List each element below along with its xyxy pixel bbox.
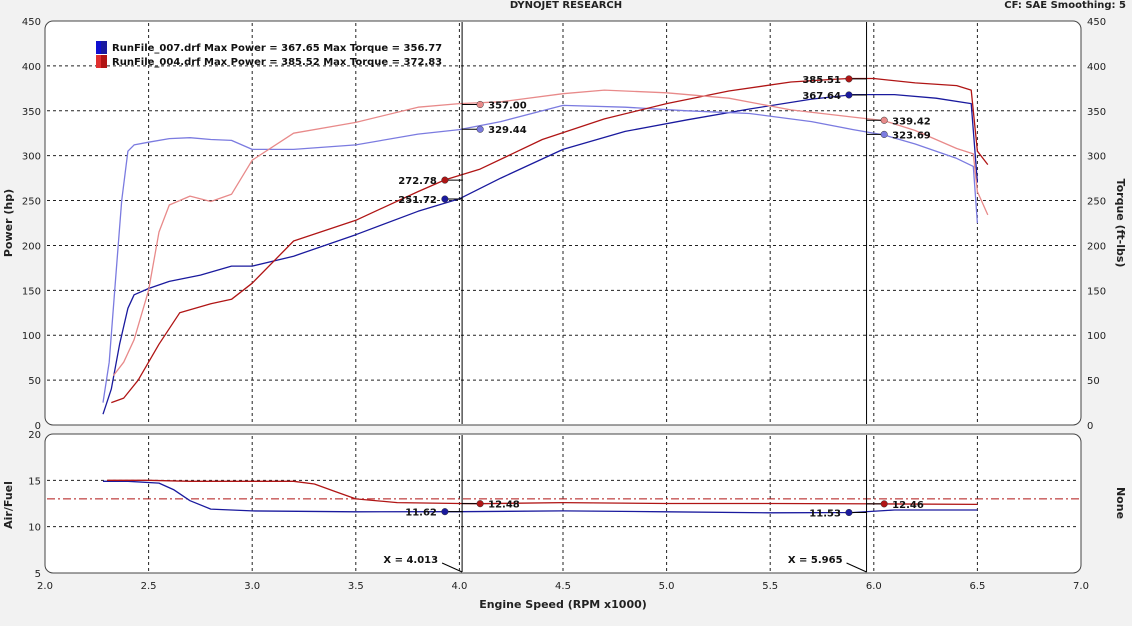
power-axis-label: Power (hp): [2, 189, 15, 257]
tick-label-torque: 100: [1087, 331, 1106, 342]
tick-label-torque: 200: [1087, 241, 1106, 252]
series-line-run007_torque: [102, 104, 979, 403]
tick-label-torque: 400: [1087, 62, 1106, 73]
legend-entry-run007: RunFile_007.drf Max Power = 367.65 Max T…: [112, 43, 442, 54]
tick-label-power: 150: [22, 286, 41, 297]
bottom-y-ticks-left: 5 10 15 20: [28, 430, 41, 580]
tick-label-rpm: 6.0: [866, 581, 882, 592]
annotation-point: [880, 500, 888, 508]
cursor-label: X = 4.013: [383, 555, 438, 566]
legend-swatch-run004-b: [101, 55, 107, 68]
tick-label-power: 50: [28, 376, 41, 387]
tick-label-torque: 150: [1087, 286, 1106, 297]
bottom-annotations: 11.62 12.48 11.53 12.46: [405, 500, 924, 520]
annotation-point: [476, 100, 484, 109]
legend-entry-run004: RunFile_004.drf Max Power = 385.52 Max T…: [112, 57, 442, 68]
annotation-label: 11.62: [405, 508, 437, 519]
none-axis-label: None: [1114, 487, 1127, 519]
top-grid: [47, 23, 1079, 423]
annotation-label: 329.44: [488, 125, 527, 136]
annotation-label: 12.46: [892, 500, 924, 511]
annotation-label: 357.00: [488, 100, 527, 111]
annotation-point: [441, 508, 449, 516]
cursor-leader: [441, 562, 463, 573]
tick-label-power: 400: [22, 62, 41, 73]
legend-swatch-run004: [96, 55, 101, 68]
x-axis-label: Engine Speed (RPM x1000): [479, 598, 647, 611]
tick-label-afr: 20: [28, 430, 41, 441]
annotation-label: 367.64: [802, 91, 841, 102]
tick-label-afr: 5: [35, 569, 41, 580]
tick-label-rpm: 6.5: [969, 581, 985, 592]
top-y-ticks-left: 0 50 100 150 200 250 300 350 400 450: [22, 17, 41, 432]
tick-label-power: 100: [22, 331, 41, 342]
series-line-run004_power: [111, 77, 989, 404]
annotation-label: 12.48: [488, 500, 520, 511]
annotation-point: [845, 91, 853, 99]
annotation-point: [880, 116, 888, 124]
bottom-series: [103, 479, 978, 514]
tick-label-power: 250: [22, 197, 41, 208]
tick-label-power: 350: [22, 107, 41, 118]
tick-label-rpm: 2.0: [37, 581, 53, 592]
tick-label-torque: 350: [1087, 107, 1106, 118]
tick-label-torque: 250: [1087, 197, 1106, 208]
tick-label-rpm: 5.5: [762, 581, 778, 592]
tick-label-afr: 10: [28, 523, 41, 534]
torque-axis-label: Torque (ft-lbs): [1114, 179, 1127, 268]
annotation-point: [880, 130, 888, 138]
annotation-point: [845, 75, 853, 83]
legend-swatch-run007-b: [101, 41, 107, 54]
annotation-label: 323.69: [892, 130, 931, 141]
chart-title: DYNOJET RESEARCH: [509, 0, 623, 11]
annotation-label: 385.51: [802, 75, 841, 86]
series-line-run007_afr: [103, 480, 978, 514]
top-annotations: 357.00 329.44 272.78 251.72 385.51 367.64 339.…: [398, 75, 930, 206]
cursor-leader: [846, 562, 867, 573]
series-line-run004_afr: [107, 479, 978, 506]
annotation-point: [845, 508, 853, 517]
tick-label-rpm: 2.5: [141, 581, 157, 592]
annotation-label: 251.72: [398, 195, 437, 206]
annotation-point: [441, 176, 449, 184]
tick-label-torque: 50: [1087, 376, 1100, 387]
tick-label-afr: 15: [28, 476, 41, 487]
tick-label-torque: 450: [1087, 17, 1106, 28]
annotation-label: 11.53: [809, 508, 841, 519]
afr-axis-label: Air/Fuel: [2, 481, 15, 529]
annotation-label: 272.78: [398, 176, 437, 187]
tick-label-rpm: 3.0: [244, 581, 260, 592]
tick-label-torque: 300: [1087, 152, 1106, 163]
tick-label-rpm: 3.5: [348, 581, 364, 592]
x-ticks: 2.0 2.5 3.0 3.5 4.0 4.5 5.0 5.5 6.0 6.5 7.0: [37, 581, 1089, 592]
cf-smoothing-label: CF: SAE Smoothing: 5: [1004, 0, 1126, 11]
tick-label-rpm: 7.0: [1073, 581, 1089, 592]
legend-swatch-run007: [96, 41, 101, 54]
annotation-point: [476, 125, 484, 133]
cursor-label: X = 5.965: [788, 555, 843, 566]
tick-label-power: 450: [22, 17, 41, 28]
tick-label-power: 200: [22, 241, 41, 252]
top-y-ticks-right: 0 50 100 150 200 250 300 350 400 450: [1087, 17, 1106, 432]
annotation-point: [476, 500, 484, 508]
tick-label-rpm: 4.5: [555, 581, 571, 592]
tick-label-torque: 0: [1087, 421, 1093, 432]
annotation-point: [441, 195, 449, 203]
legend: RunFile_007.drf Max Power = 367.65 Max T…: [96, 41, 442, 68]
series-line-run004_torque: [112, 89, 989, 376]
tick-label-power: 300: [22, 152, 41, 163]
tick-label-rpm: 4.0: [451, 581, 467, 592]
annotation-label: 339.42: [892, 116, 931, 127]
tick-label-rpm: 5.0: [659, 581, 675, 592]
cursors[interactable]: X = 4.013 X = 5.965: [383, 22, 868, 573]
tick-label-power: 0: [35, 421, 41, 432]
